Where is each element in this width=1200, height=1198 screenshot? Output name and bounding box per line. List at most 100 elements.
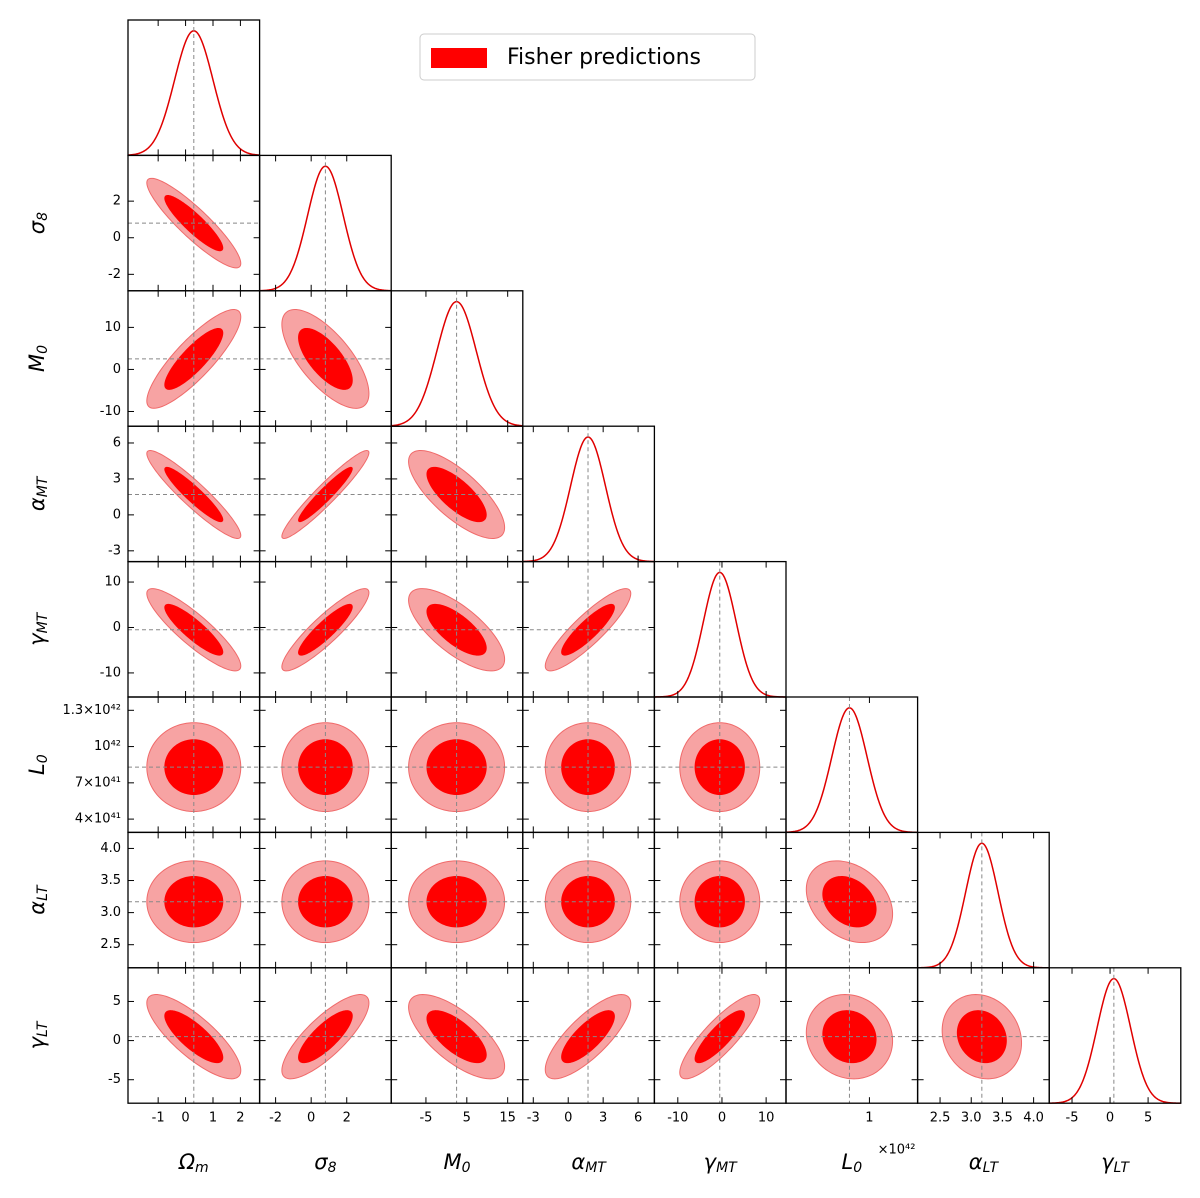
y-axis-label-subscript: LT (35, 1020, 51, 1037)
y-axis-label-symbol: M (25, 354, 49, 372)
x-tick-label: -2 (269, 1111, 282, 1126)
x-axis-label-subscript: 0 (853, 1160, 862, 1176)
offset-label: ×10⁴² (878, 1143, 916, 1158)
y-tick-label: 4×10⁴¹ (75, 812, 121, 827)
x-axis-label: γLT (1101, 1150, 1130, 1176)
x-axis-label: Ωm (178, 1150, 209, 1176)
panel-frame (916, 831, 1050, 969)
x-tick-label: -10 (667, 1111, 688, 1126)
y-tick-label: 0 (113, 230, 121, 245)
x-axis-label-subscript: 0 (462, 1160, 471, 1176)
y-axis-label-symbol: α (25, 497, 49, 511)
y-axis-label-symbol: σ (25, 220, 49, 234)
x-axis-label: γMT (704, 1150, 739, 1176)
x-axis-label-subscript: 8 (328, 1160, 337, 1176)
x-tick-label: 2 (236, 1111, 244, 1126)
x-axis-label: αLT (969, 1150, 1000, 1176)
y-axis-label: αMT (25, 475, 51, 511)
y-axis-label-subscript: MT (35, 611, 51, 633)
y-axis-label: γLT (25, 1020, 51, 1049)
y-tick-label: 3.5 (100, 873, 121, 888)
x-tick-label: -3 (527, 1111, 540, 1126)
y-axis-label: αLT (25, 884, 51, 915)
x-tick-label: 2.5 (930, 1111, 951, 1126)
y-tick-label: -2 (108, 267, 121, 282)
y-tick-label: -10 (100, 404, 121, 419)
y-tick-label: 3.0 (100, 905, 121, 920)
x-tick-label: 0 (1106, 1111, 1114, 1126)
x-tick-label: 3.0 (961, 1111, 982, 1126)
y-tick-label: 0 (113, 1033, 121, 1048)
y-axis-label-subscript: MT (35, 475, 51, 497)
x-tick-label: 5 (463, 1111, 471, 1126)
legend-box (419, 33, 756, 81)
y-axis-label-symbol: γ (25, 632, 49, 646)
x-tick-label: 15 (499, 1111, 516, 1126)
x-axis-label: αMT (571, 1150, 607, 1176)
y-axis-label-subscript: 0 (35, 754, 51, 763)
x-axis-label-symbol: α (571, 1150, 585, 1174)
y-tick-label: 2.5 (100, 937, 121, 952)
x-axis-label: M0 (443, 1150, 470, 1176)
y-tick-label: -3 (108, 543, 121, 558)
x-axis-label: σ8 (314, 1150, 336, 1176)
x-tick-label: 3 (599, 1111, 607, 1126)
y-tick-label: 10 (104, 320, 121, 335)
y-tick-label: 10⁴² (94, 739, 121, 754)
y-axis-label-symbol: L (25, 763, 49, 775)
x-tick-label: -5 (1066, 1111, 1079, 1126)
x-axis-label-symbol: γ (1101, 1150, 1115, 1174)
x-tick-label: -5 (419, 1111, 432, 1126)
x-tick-label: 1 (865, 1111, 873, 1126)
y-tick-label: 2 (113, 194, 121, 209)
legend-patch (431, 48, 487, 68)
y-tick-label: 0 (113, 620, 121, 635)
y-axis-label: σ8 (25, 212, 51, 234)
x-axis-label-subscript: m (195, 1160, 209, 1176)
y-tick-label: 7×10⁴¹ (75, 775, 121, 790)
x-tick-label: 4.0 (1023, 1111, 1044, 1126)
x-tick-label: 5 (1144, 1111, 1152, 1126)
y-axis-label: L0 (25, 754, 51, 775)
y-tick-label: -5 (108, 1072, 121, 1087)
x-tick-label: 0 (307, 1111, 315, 1126)
panel-frame (522, 425, 656, 563)
y-axis-label: γMT (25, 611, 51, 646)
y-tick-label: 3 (113, 471, 121, 486)
x-axis-label-symbol: σ (314, 1150, 328, 1174)
marginal-curve (917, 842, 1050, 969)
y-axis-label: M0 (25, 345, 51, 372)
x-tick-label: 3.5 (992, 1111, 1013, 1126)
y-tick-label: 5 (113, 994, 121, 1009)
marginal-curve (522, 436, 655, 563)
x-axis-label-symbol: Ω (178, 1150, 195, 1174)
y-axis-label-subscript: LT (35, 884, 51, 901)
x-tick-label: 10 (758, 1111, 775, 1126)
y-tick-label: 0 (113, 362, 121, 377)
x-tick-label: 2 (343, 1111, 351, 1126)
y-tick-label: 1.3×10⁴² (62, 703, 121, 718)
x-tick-label: 0 (181, 1111, 189, 1126)
x-axis-label-subscript: MT (585, 1160, 607, 1176)
legend: Fisher predictions (419, 33, 756, 81)
x-tick-label: 0 (564, 1111, 572, 1126)
y-tick-label: -10 (100, 665, 121, 680)
x-tick-label: 6 (634, 1111, 642, 1126)
y-tick-label: 4.0 (100, 841, 121, 856)
legend-label: Fisher predictions (507, 45, 701, 70)
y-tick-label: 10 (104, 575, 121, 590)
panel-frame (785, 696, 919, 834)
marginal-curve (1049, 977, 1181, 1104)
x-axis-label-symbol: M (443, 1150, 461, 1174)
x-tick-label: 0 (718, 1111, 726, 1126)
panel-frame (1048, 967, 1182, 1104)
x-axis-label-symbol: α (969, 1150, 983, 1174)
y-axis-label-symbol: α (25, 901, 49, 915)
y-tick-label: 0 (113, 507, 121, 522)
x-axis-label-symbol: γ (704, 1150, 718, 1174)
y-axis-label-subscript: 0 (35, 345, 51, 354)
x-axis-label-subscript: LT (1114, 1160, 1131, 1176)
marginal-curve (785, 707, 918, 834)
x-tick-label: -1 (152, 1111, 165, 1126)
